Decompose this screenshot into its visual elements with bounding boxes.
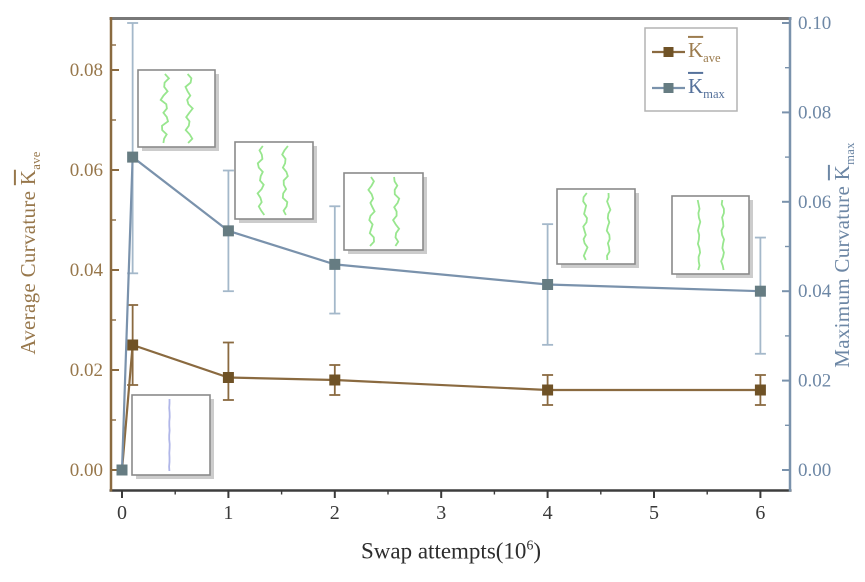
inset-curve — [168, 399, 171, 472]
legend-sample-marker — [663, 83, 674, 93]
data-point-max — [329, 258, 341, 270]
inset-curve — [605, 192, 612, 261]
inset-curve — [720, 199, 725, 271]
inset-snapshot — [343, 172, 424, 251]
data-point-ave — [127, 339, 139, 351]
inset-curve — [367, 176, 376, 247]
kbar-symbol: K — [688, 73, 704, 98]
x-axis-exponent: 6 — [526, 537, 534, 553]
right-tick-label: 0.08 — [798, 102, 831, 123]
x-tick-label: 5 — [649, 502, 659, 524]
data-point-max — [116, 464, 128, 476]
x-tick-label: 0 — [117, 502, 127, 524]
legend-label-kave: Kave — [688, 38, 721, 66]
right-axis-title-text: Maximum Curvature — [829, 180, 854, 368]
data-point-ave — [754, 384, 766, 396]
inset-curve — [184, 73, 194, 144]
left-tick-label: 0.02 — [70, 360, 103, 381]
left-axis-title: Average Curvature Kave — [16, 151, 44, 354]
x-tick-label: 2 — [330, 502, 340, 524]
right-tick-label: 0.04 — [798, 281, 832, 302]
left-tick-label: 0.06 — [70, 160, 103, 181]
series-line-ave — [120, 343, 761, 471]
right-tick-label: 0.00 — [798, 460, 831, 481]
inset-curve — [281, 145, 289, 216]
left-axis-subscript: ave — [29, 151, 44, 170]
inset-snapshot — [234, 141, 314, 220]
x-axis-title: Swap attempts(106) — [361, 538, 541, 565]
right-axis-title: Maximum Curvature Kmax — [830, 142, 858, 367]
data-point-max — [754, 285, 766, 297]
inset-curve — [256, 145, 266, 216]
series-line-max — [120, 154, 761, 471]
legend-sample-marker — [663, 47, 674, 57]
inset-curve — [696, 199, 702, 271]
inset-snapshot — [556, 188, 636, 265]
data-point-ave — [542, 384, 554, 396]
right-tick-label: 0.06 — [798, 192, 831, 213]
kbar-symbol: K — [15, 169, 40, 186]
kbar-symbol: K — [688, 37, 704, 62]
inset-curve — [582, 192, 589, 261]
x-tick-label: 1 — [223, 502, 233, 524]
right-axis-subscript: max — [843, 142, 858, 165]
kbar-symbol: K — [829, 164, 854, 181]
left-tick-label: 0.00 — [70, 460, 103, 481]
right-tick-label: 0.02 — [798, 371, 831, 392]
x-tick-label: 3 — [436, 502, 446, 524]
left-tick-label: 0.08 — [70, 60, 103, 81]
data-point-ave — [329, 374, 341, 386]
right-tick-label: 0.10 — [798, 13, 831, 34]
legend-subscript-max: max — [703, 87, 725, 102]
data-point-max — [127, 151, 139, 163]
inset-curve — [392, 176, 401, 247]
legend-label-kmax: Kmax — [688, 74, 725, 102]
x-tick-label: 4 — [543, 502, 553, 524]
data-point-ave — [222, 372, 234, 383]
legend-box — [644, 27, 738, 112]
inset-snapshot — [137, 69, 216, 148]
left-tick-label: 0.04 — [70, 260, 104, 281]
inset-snapshot — [131, 394, 211, 476]
x-axis-title-suffix: ) — [533, 538, 542, 564]
left-axis-title-text: Average Curvature — [15, 185, 40, 355]
inset-snapshot — [671, 195, 750, 275]
x-axis-title-text: Swap attempts(10 — [360, 538, 527, 564]
data-point-max — [222, 225, 234, 237]
legend-subscript-ave: ave — [703, 51, 721, 66]
data-point-max — [542, 278, 554, 290]
inset-curve — [159, 73, 171, 144]
x-tick-label: 6 — [755, 502, 765, 524]
